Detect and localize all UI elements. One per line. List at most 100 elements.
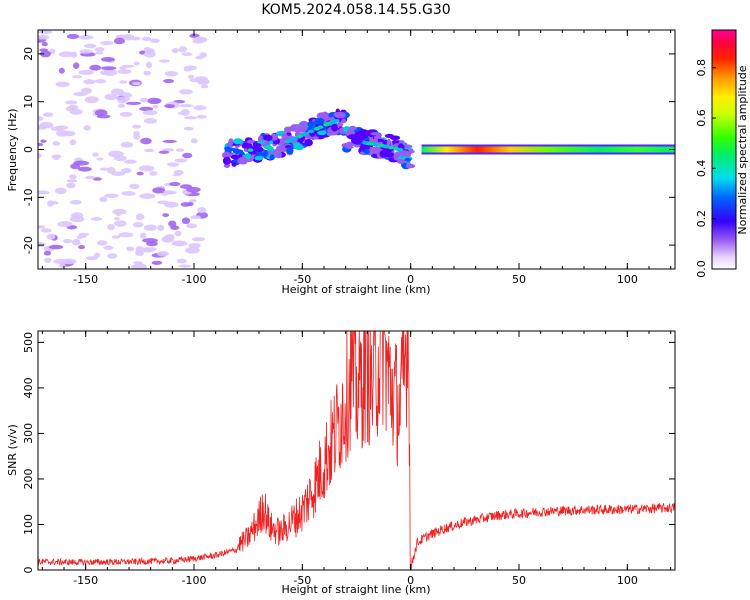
noise-blob — [129, 183, 140, 190]
signal-blob — [341, 118, 347, 124]
noise-blob — [96, 114, 111, 119]
noise-blob — [130, 36, 141, 41]
noise-blob — [143, 70, 152, 76]
noise-blob — [65, 182, 76, 189]
noise-blob — [181, 217, 191, 225]
signal-blob — [254, 155, 264, 161]
noise-blob — [190, 138, 198, 144]
noise-blob — [54, 125, 69, 130]
noise-blob — [183, 67, 192, 72]
signal-blob — [256, 140, 266, 144]
spectrogram-x-tick-label: -150 — [73, 273, 98, 286]
signal-core — [308, 129, 315, 134]
signal-blob — [262, 150, 269, 158]
noise-blob — [136, 171, 144, 176]
signal-blob — [404, 157, 412, 162]
spectrogram-y-tick-label: 0 — [22, 146, 35, 153]
signal-core — [313, 127, 320, 131]
noise-blob — [188, 199, 197, 203]
signal-blob — [386, 138, 391, 147]
noise-blob — [66, 179, 78, 183]
noise-blob — [188, 74, 195, 79]
noise-blob — [133, 261, 143, 265]
noise-blob — [55, 129, 69, 137]
snr-x-tick-label: 50 — [512, 574, 526, 587]
noise-blob — [158, 150, 170, 154]
noise-blob — [38, 30, 53, 35]
snr-plot — [38, 331, 675, 570]
noise-blob — [178, 46, 188, 53]
noise-blob — [171, 240, 188, 247]
snr-y-tick-label: 400 — [22, 377, 35, 398]
noise-blob — [78, 34, 94, 40]
noise-blob — [121, 191, 136, 196]
signal-blob — [317, 130, 327, 136]
noise-blob — [103, 245, 114, 251]
noise-blob — [200, 84, 209, 89]
snr-x-tick-label: -50 — [293, 574, 311, 587]
signal-blob — [328, 112, 334, 118]
noise-blob — [168, 220, 177, 228]
noise-blob — [53, 154, 60, 161]
noise-blob — [192, 40, 204, 44]
noise-blob — [89, 64, 102, 71]
noise-blob — [55, 81, 70, 88]
noise-blob — [100, 57, 115, 62]
noise-blob — [164, 104, 175, 109]
noise-blob — [41, 41, 48, 47]
noise-blob — [172, 173, 181, 177]
noise-blob — [119, 66, 127, 70]
colorbar-tick-label: 0.6 — [695, 109, 708, 127]
signal-blob — [274, 149, 282, 154]
spectrogram-y-tick-label: 10 — [22, 95, 35, 109]
snr-y-tick-label: 100 — [22, 514, 35, 535]
noise-blob — [121, 167, 132, 174]
signal-core — [265, 145, 272, 149]
colorbar-tick-label: 0.0 — [695, 260, 708, 278]
signal-blob — [344, 145, 354, 149]
signal-blob — [370, 132, 380, 136]
noise-blob — [140, 232, 147, 239]
noise-blob — [152, 187, 166, 194]
noise-blob — [141, 36, 152, 42]
noise-blob — [78, 232, 90, 236]
signal-blob — [364, 149, 370, 155]
noise-blob — [162, 235, 170, 242]
noise-blob — [183, 126, 194, 131]
signal-blob — [294, 144, 304, 151]
noise-blob — [138, 165, 155, 172]
noise-blob — [195, 56, 204, 60]
noise-blob — [193, 105, 207, 111]
noise-blob — [69, 139, 77, 146]
noise-blob — [179, 89, 193, 95]
noise-blob — [92, 177, 102, 181]
spectrogram-y-tick-label: -10 — [22, 188, 35, 206]
noise-blob — [187, 201, 194, 207]
noise-blob — [175, 148, 185, 152]
noise-blob — [111, 171, 126, 176]
colorbar-tick-label: 0.2 — [695, 210, 708, 228]
signal-blob — [233, 138, 243, 145]
snr-x-tick-label: 0 — [407, 574, 414, 587]
signal-blob — [221, 151, 232, 159]
noise-blob — [132, 124, 142, 129]
noise-blob — [142, 110, 158, 116]
signal-blob — [316, 113, 324, 119]
noise-blob — [146, 241, 158, 247]
signal-blob — [405, 163, 416, 169]
noise-blob — [38, 142, 44, 147]
signal-core — [373, 142, 380, 147]
colorbar-ticks: 0.0 0.2 0.4 0.6 0.8 — [695, 29, 737, 278]
colorbar-frame — [711, 29, 737, 270]
noise-blob — [143, 118, 158, 124]
noise-blob — [190, 215, 201, 220]
noise-blob — [113, 220, 127, 227]
spectrogram-y-tick-label: -20 — [22, 236, 35, 254]
spectrogram-y-tick-label: 20 — [22, 47, 35, 61]
noise-blob — [83, 79, 96, 85]
noise-blob — [163, 190, 174, 195]
noise-blob — [196, 115, 208, 119]
noise-blob — [95, 51, 104, 55]
snr-x-tick-label: -100 — [182, 574, 207, 587]
